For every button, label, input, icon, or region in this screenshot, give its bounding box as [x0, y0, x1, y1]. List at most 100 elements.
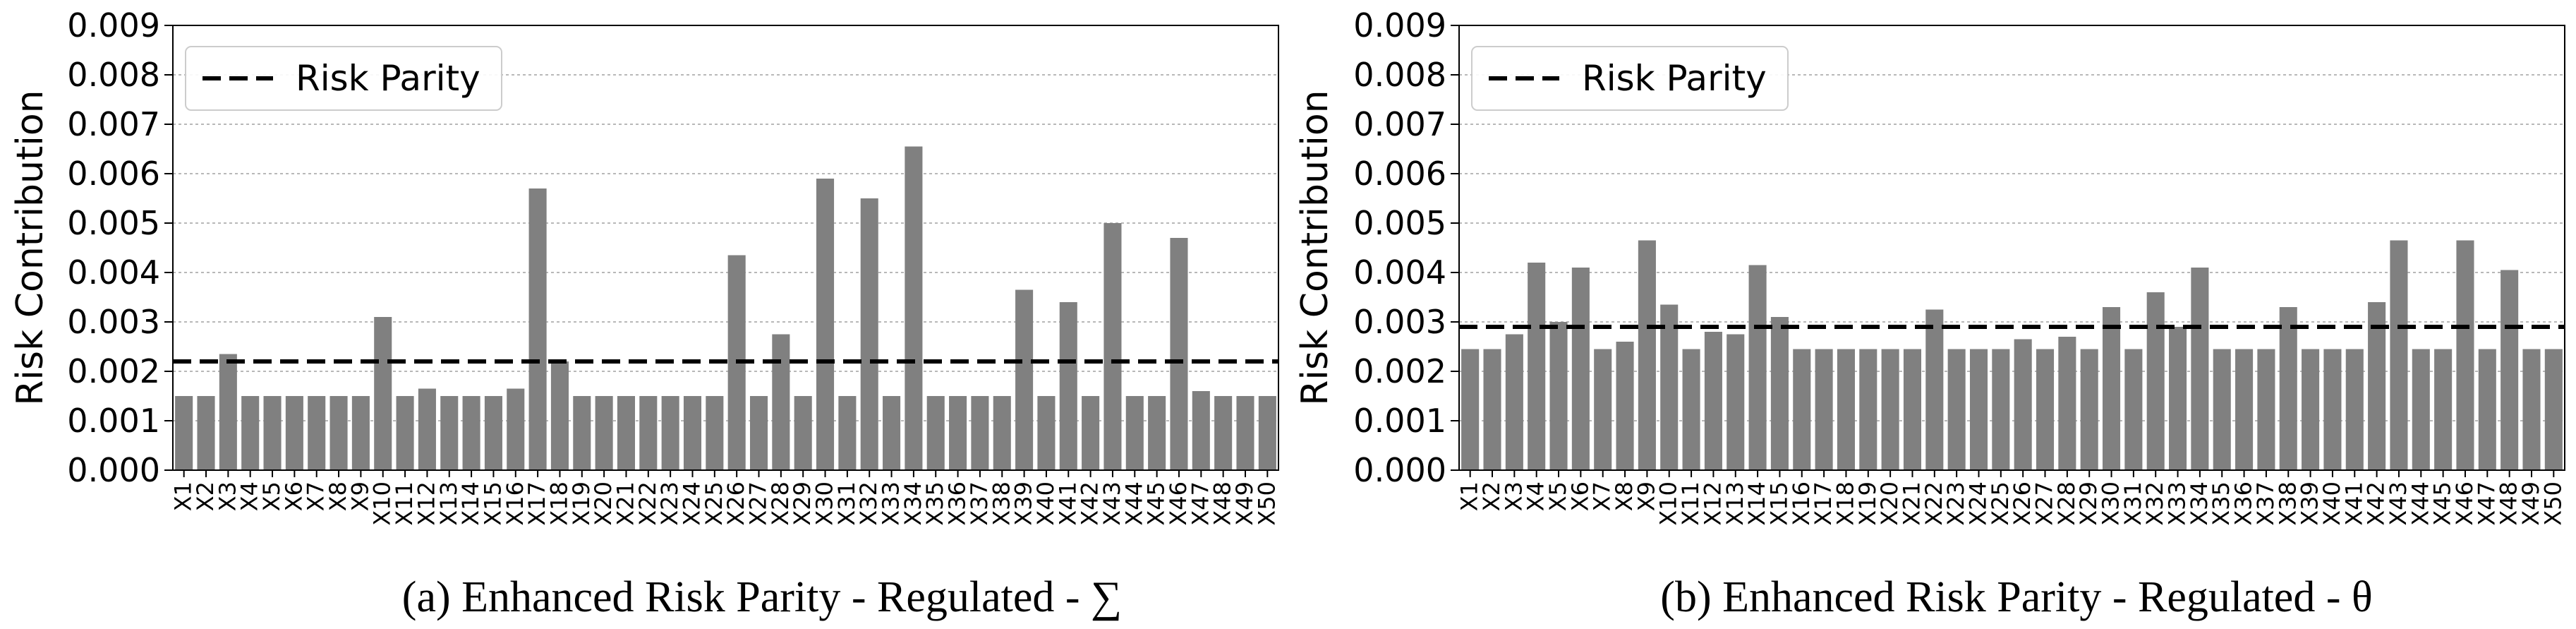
x-tick-label: X17 [524, 481, 550, 526]
x-tick-label: X25 [1987, 481, 2014, 526]
x-tick-label: X8 [325, 481, 351, 511]
x-tick-label: X7 [1589, 481, 1616, 511]
bar-x32 [860, 198, 878, 470]
chart-caption: (b) Enhanced Risk Parity - Regulated - θ [1660, 573, 2372, 621]
x-tick-label: X45 [2429, 481, 2456, 526]
bar-x18 [550, 361, 569, 470]
bar-x31 [838, 396, 857, 470]
legend-box [185, 46, 502, 111]
legend-label: Risk Parity [296, 58, 480, 99]
bar-x18 [1837, 349, 1855, 470]
x-tick-label: X19 [568, 481, 595, 526]
y-tick-label: 0.000 [1353, 451, 1446, 489]
bar-x12 [418, 388, 436, 470]
bar-x40 [1037, 396, 1056, 470]
y-tick-label: 0.009 [1353, 6, 1446, 44]
x-tick-label: X36 [2230, 481, 2257, 526]
bar-x24 [1969, 349, 1988, 470]
chart-a: 0.000 0.001 0.002 0.003 0.004 0.005 0.006 0.007… [9, 6, 1280, 621]
x-tick-label: X40 [1032, 481, 1059, 526]
bar-x14 [462, 396, 480, 470]
bar-x42 [2368, 302, 2386, 470]
x-tick-label: X45 [1143, 481, 1170, 526]
bar-x45 [1148, 396, 1166, 470]
bar-x33 [883, 396, 901, 470]
x-tick-label: X21 [612, 481, 639, 526]
bar-x3 [219, 354, 237, 470]
bar-x19 [573, 396, 591, 470]
bar-x28 [2058, 337, 2076, 470]
x-tick-label: X17 [1810, 481, 1837, 526]
bar-x36 [2235, 349, 2254, 470]
x-tick-label: X43 [2385, 481, 2412, 526]
x-tick-label: X41 [1054, 481, 1081, 526]
bar-x40 [2323, 349, 2342, 470]
x-tick-label: X44 [1120, 481, 1147, 526]
bar-x25 [1992, 349, 2010, 470]
x-tick-label: X28 [767, 481, 794, 526]
legend: Risk Parity [185, 46, 502, 111]
bar-x36 [949, 396, 967, 470]
bar-x43 [1103, 223, 1122, 470]
y-tick-label: 0.005 [1353, 204, 1446, 242]
x-tick-label: X19 [1854, 481, 1881, 526]
x-tick-label: X1 [170, 481, 197, 511]
legend: Risk Parity [1471, 46, 1789, 111]
bar-x50 [2544, 349, 2563, 470]
y-tick-label: 0.002 [67, 352, 160, 390]
x-tick-label: X33 [878, 481, 905, 526]
x-tick-label: X29 [789, 481, 816, 526]
y-tick-label: 0.008 [1353, 56, 1446, 94]
bar-x32 [2146, 292, 2165, 470]
bar-x20 [1881, 349, 1899, 470]
bar-x1 [1461, 349, 1480, 470]
bar-x31 [2124, 349, 2143, 470]
x-tick-label: X31 [833, 481, 860, 526]
bar-x17 [528, 188, 547, 470]
bar-x8 [1616, 342, 1634, 470]
bar-x33 [2169, 327, 2187, 470]
x-tick-label: X28 [2053, 481, 2080, 526]
y-tick-label: 0.008 [67, 56, 160, 94]
bar-x21 [617, 396, 636, 470]
x-tick-label: X13 [1722, 481, 1748, 526]
y-tick-label: 0.007 [67, 105, 160, 143]
bar-x29 [2080, 349, 2098, 470]
bar-x3 [1505, 334, 1523, 470]
x-tick-label: X27 [745, 481, 772, 526]
bar-x48 [1214, 396, 1233, 470]
x-tick-label: X42 [1077, 481, 1103, 526]
x-tick-label: X6 [280, 481, 307, 511]
bar-x20 [595, 396, 613, 470]
bar-x34 [2191, 268, 2209, 470]
axes-frame [172, 25, 1279, 471]
x-tick-label: X36 [944, 481, 971, 526]
bar-x41 [1059, 302, 1077, 470]
x-tick-label: X27 [2031, 481, 2058, 526]
x-tick-label: X50 [2539, 481, 2566, 526]
axes-frame [1458, 25, 2565, 471]
bar-x6 [285, 396, 303, 470]
x-tick-label: X18 [1832, 481, 1858, 526]
x-tick-label: X1 [1456, 481, 1483, 511]
x-tick-label: X39 [1010, 481, 1037, 526]
bar-x47 [2478, 349, 2496, 470]
y-tick-label: 0.004 [1353, 253, 1446, 292]
x-tick-label: X2 [192, 481, 219, 511]
x-tick-label: X7 [303, 481, 329, 511]
x-tick-label: X10 [1655, 481, 1682, 526]
bar-x4 [1528, 263, 1546, 470]
x-tick-label: X18 [545, 481, 572, 526]
bar-x16 [507, 388, 525, 470]
x-tick-label: X12 [1699, 481, 1726, 526]
bar-x27 [749, 396, 768, 470]
bar-x5 [1549, 322, 1568, 470]
bar-x6 [1571, 268, 1590, 470]
x-tick-label: X30 [811, 481, 838, 526]
bar-x38 [2279, 307, 2297, 470]
bar-x35 [2213, 349, 2231, 470]
x-tick-label: X20 [1876, 481, 1903, 526]
x-tick-label: X15 [1765, 481, 1792, 526]
bar-x24 [683, 396, 702, 470]
